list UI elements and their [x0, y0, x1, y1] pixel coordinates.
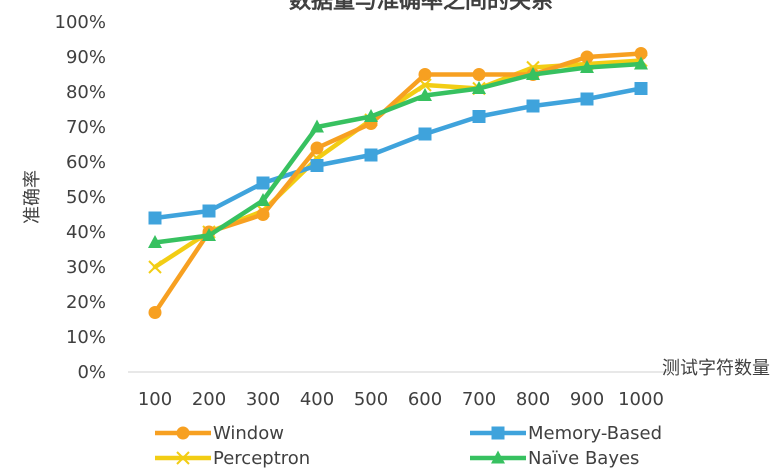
x-tick-label: 500	[354, 389, 388, 410]
series-memory-based	[148, 82, 648, 225]
y-axis-title: 准确率	[22, 170, 43, 224]
legend-label: Perceptron	[213, 448, 310, 468]
x-tick-label: 1000	[618, 389, 664, 410]
legend-label: Window	[213, 423, 284, 444]
legend-item: Window	[155, 423, 284, 444]
y-tick-label: 100%	[55, 12, 106, 33]
data-point	[526, 67, 540, 80]
y-tick-label: 50%	[66, 187, 106, 208]
legend-item: Memory-Based	[470, 423, 662, 444]
data-point	[148, 306, 162, 319]
chart-title: 数据量与准确率之间的关系	[289, 0, 553, 14]
series-perceptron	[148, 53, 648, 274]
data-point	[310, 141, 324, 155]
x-tick-label: 700	[462, 389, 496, 410]
data-point	[256, 193, 270, 206]
y-tick-label: 90%	[66, 47, 106, 68]
x-tick-label: 100	[138, 389, 172, 410]
legend-item: Naïve Bayes	[470, 448, 639, 468]
data-point	[202, 204, 216, 218]
x-tick-label: 400	[300, 389, 334, 410]
data-point	[418, 88, 432, 101]
data-point	[364, 109, 378, 122]
data-point	[148, 211, 162, 225]
marker-stroke	[176, 451, 190, 465]
data-point	[634, 56, 648, 70]
legend-swatch-marker	[491, 426, 505, 440]
series-line	[152, 51, 644, 315]
data-point	[364, 148, 378, 162]
series-line	[152, 61, 644, 245]
data-point	[526, 99, 540, 113]
data-point	[256, 208, 270, 221]
series-window	[148, 47, 648, 319]
series-line	[152, 86, 644, 221]
data-point	[472, 110, 486, 123]
data-point	[418, 127, 432, 141]
y-tick-label: 60%	[66, 152, 106, 173]
y-tick-label: 40%	[66, 222, 106, 243]
marker-stroke	[148, 260, 162, 274]
data-point	[310, 119, 324, 133]
x-tick-label: 300	[246, 389, 280, 410]
series-line	[152, 58, 644, 270]
x-tick-label: 800	[516, 389, 550, 410]
y-tick-label: 10%	[66, 327, 106, 348]
y-tick-label: 30%	[66, 257, 106, 278]
data-point	[634, 47, 648, 60]
y-tick-label: 70%	[66, 117, 106, 138]
legend-swatch-marker	[491, 450, 505, 464]
y-tick-label: 0%	[77, 362, 106, 383]
data-point	[418, 68, 432, 81]
legend-swatch-marker	[176, 426, 190, 440]
data-point	[148, 235, 162, 248]
legend-label: Naïve Bayes	[528, 448, 639, 468]
data-point	[256, 176, 270, 190]
y-tick-label: 20%	[66, 292, 106, 313]
legend-swatch-marker	[176, 451, 190, 465]
x-tick-label: 200	[192, 389, 226, 410]
series-na-ve-bayes	[148, 56, 648, 248]
data-point	[472, 68, 486, 81]
data-point	[310, 159, 324, 172]
data-point	[580, 60, 594, 73]
x-tick-label: 600	[408, 389, 442, 410]
data-point	[634, 82, 648, 95]
marker-stroke	[418, 78, 432, 92]
x-tick-label: 900	[570, 389, 604, 410]
legend-item: Perceptron	[155, 448, 310, 468]
y-tick-label: 80%	[66, 82, 106, 103]
data-point	[580, 92, 594, 106]
legend-label: Memory-Based	[528, 423, 662, 444]
data-point	[202, 228, 216, 241]
data-point	[472, 81, 486, 94]
data-point	[148, 260, 162, 274]
data-point	[580, 50, 594, 64]
x-axis-title: 测试字符数量	[662, 358, 770, 379]
